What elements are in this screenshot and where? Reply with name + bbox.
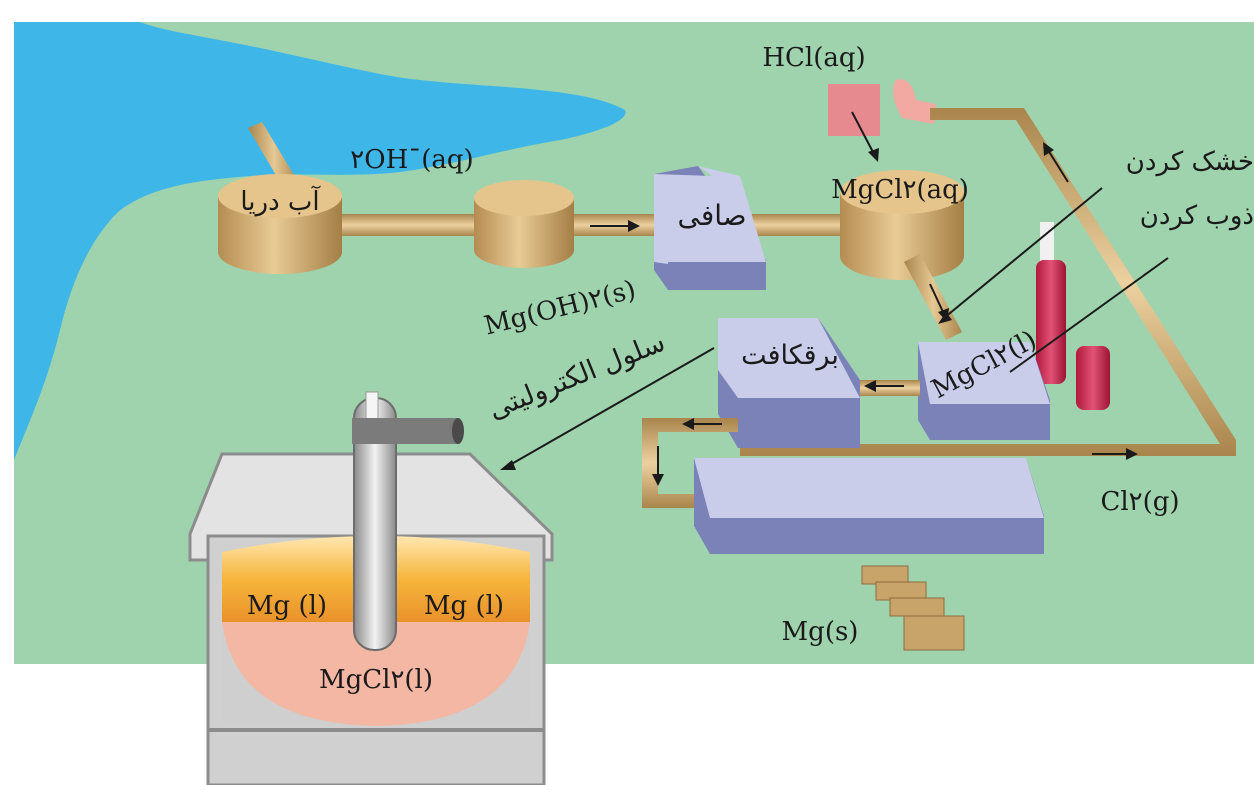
seawater-tank <box>218 174 342 274</box>
cell-pointer-arrow <box>500 347 715 470</box>
hcl-nozzle <box>893 79 936 124</box>
cell-outlet-pipe <box>352 418 460 444</box>
electrolytic-cell <box>188 391 554 785</box>
electrolysis-box <box>718 318 860 448</box>
cl2-arrow <box>1092 448 1138 460</box>
cell-mg-right-label: Mg (l) <box>424 591 504 621</box>
mgcl2-aq-label: MgCl۲(aq) <box>831 175 969 205</box>
drying-label: خشک کردن <box>1126 147 1254 177</box>
mg-ingots <box>861 565 965 651</box>
hydroxide-tank <box>474 180 574 268</box>
melt-arrow <box>864 380 904 392</box>
cell-mg-left-label: Mg (l) <box>247 591 327 621</box>
melting-label: ذوب کردن <box>1140 201 1254 231</box>
sea <box>14 22 626 460</box>
pointer-lines <box>938 187 1169 373</box>
cl2-label: Cl۲(g) <box>1100 487 1179 517</box>
mg-return-pipe <box>642 418 738 508</box>
sea-shore <box>14 22 120 90</box>
return-arrows <box>652 418 722 486</box>
loop-arrow-up <box>1043 142 1069 183</box>
chlorine-cylinders <box>1036 222 1110 410</box>
mg-s-label: Mg(s) <box>782 617 859 647</box>
seawater-label: آب دریا <box>240 185 321 217</box>
filter-label: صافی <box>677 199 746 232</box>
melt-pipe <box>850 380 920 396</box>
filter-box <box>654 166 766 290</box>
hcl-arrow <box>851 111 879 162</box>
cell-mgcl2-label: MgCl۲(l) <box>319 665 433 695</box>
mgcl2-aq-tank <box>840 170 964 280</box>
flow-arrow-main <box>590 220 640 232</box>
hcl-label: HCl(aq) <box>762 43 865 73</box>
molten-mgcl2-layer <box>222 622 530 726</box>
hydroxide-label: ۲OH¯(aq) <box>350 145 473 175</box>
hcl-inlet <box>828 84 880 136</box>
casting-box <box>694 458 1044 554</box>
electrolysis-label: برقکافت <box>741 340 839 371</box>
